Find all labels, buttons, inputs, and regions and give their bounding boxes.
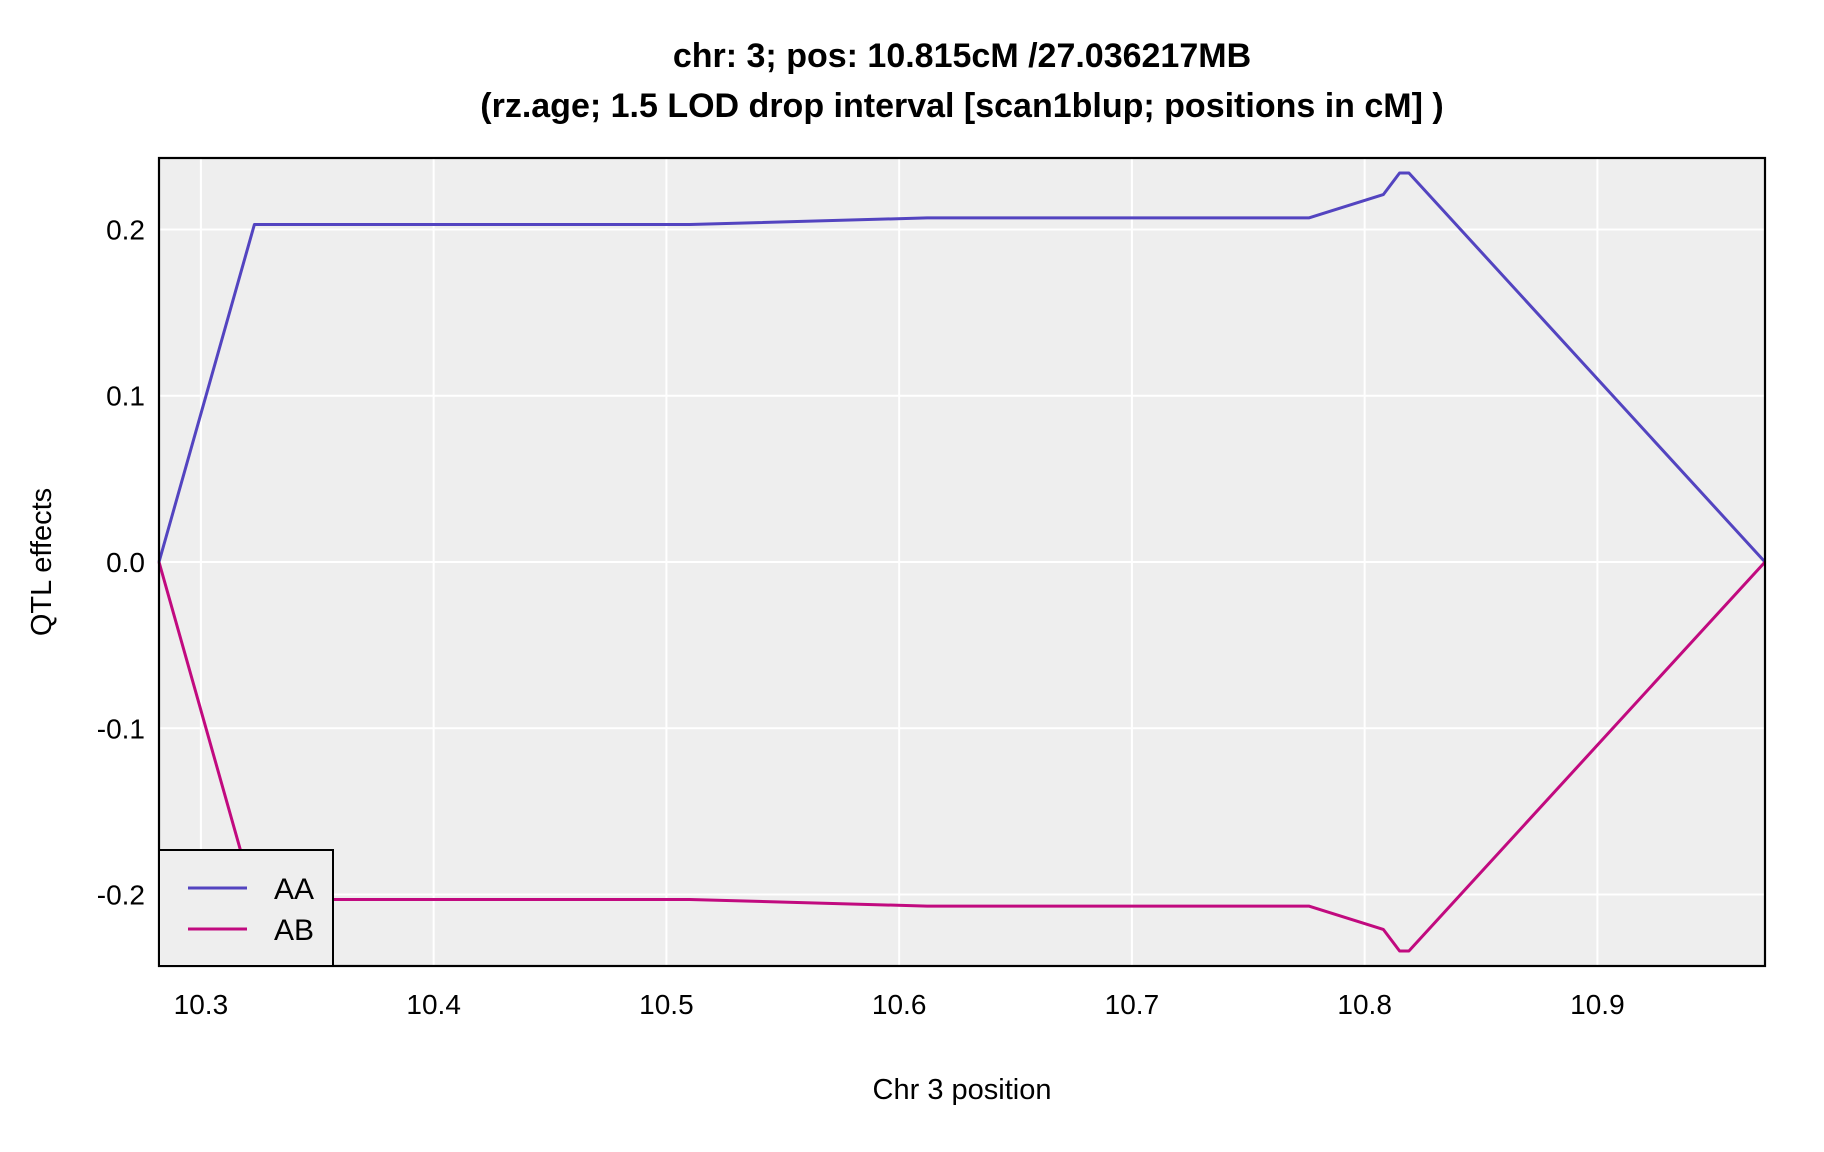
x-tick-label: 10.6 (872, 989, 927, 1020)
x-tick-label: 10.5 (639, 989, 694, 1020)
series-line-ab (157, 560, 1767, 953)
x-tick-label: 10.9 (1570, 989, 1625, 1020)
y-tick-label: 0.0 (106, 547, 145, 578)
x-axis-label: Chr 3 position (873, 1074, 1052, 1106)
x-tick-label: 10.4 (406, 989, 461, 1020)
series-lines (157, 171, 1767, 953)
x-tick-label: 10.8 (1337, 989, 1392, 1020)
legend-label-aa: AA (274, 873, 314, 906)
legend: AA AB (158, 849, 334, 967)
x-tick-labels: 10.3 10.4 10.5 10.6 10.7 10.8 10.9 (174, 989, 1625, 1020)
legend-label-ab: AB (274, 914, 314, 947)
y-tick-label: -0.2 (97, 880, 145, 911)
y-axis-label: QTL effects (26, 488, 58, 636)
y-tick-label: 0.1 (106, 381, 145, 412)
chart-title-line-2: (rz.age; 1.5 LOD drop interval [scan1blu… (480, 87, 1443, 125)
legend-box (158, 849, 334, 967)
y-tick-label: -0.1 (97, 713, 145, 744)
x-tick-label: 10.7 (1105, 989, 1160, 1020)
x-tick-label: 10.3 (174, 989, 229, 1020)
y-tick-labels: 0.2 0.1 0.0 -0.1 -0.2 (97, 214, 145, 910)
series-line-aa (157, 171, 1767, 564)
y-tick-label: 0.2 (106, 214, 145, 245)
grid-lines (159, 158, 1765, 966)
chart-title-line-1: chr: 3; pos: 10.815cM /27.036217MB (673, 37, 1251, 75)
plot-frame (157, 156, 1767, 968)
